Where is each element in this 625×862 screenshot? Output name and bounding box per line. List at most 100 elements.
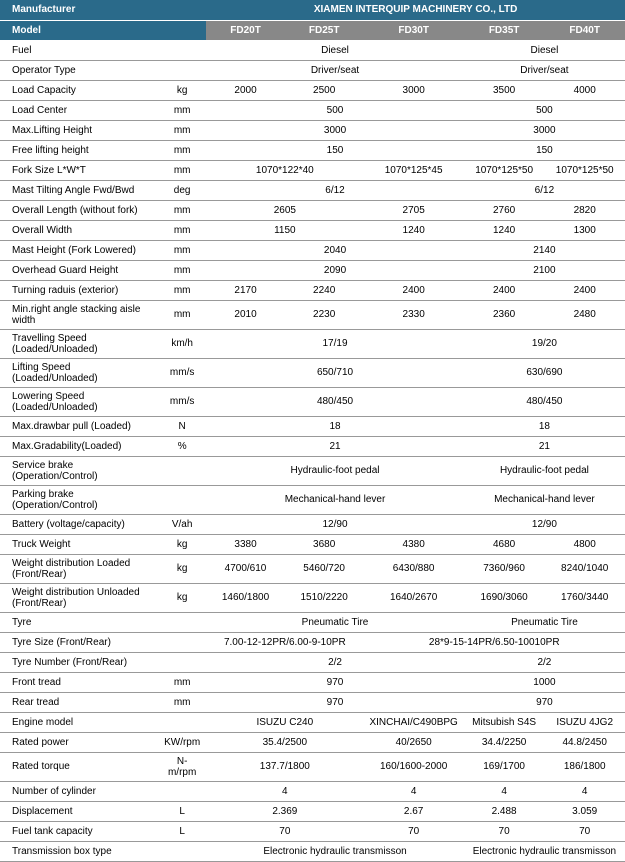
- spec-value: 630/690: [464, 358, 625, 387]
- spec-label: Mast Height (Fork Lowered): [0, 240, 158, 260]
- spec-value: 28*9-15-14PR/6.50-10010PR: [363, 632, 625, 652]
- spec-value: Pneumatic Tire: [206, 612, 464, 632]
- spec-unit: %: [158, 436, 206, 456]
- spec-value: 1690/3060: [464, 583, 545, 612]
- spec-value: 4: [206, 781, 363, 801]
- spec-value: Electronic hydraulic transmisson: [206, 841, 464, 861]
- spec-label: Travelling Speed (Loaded/Unloaded): [0, 329, 158, 358]
- spec-value: 1070*122*40: [206, 160, 363, 180]
- spec-value: 3000: [363, 80, 463, 100]
- spec-value: 2010: [206, 300, 285, 329]
- spec-unit: N: [158, 416, 206, 436]
- spec-label: Rear tread: [0, 692, 158, 712]
- manufacturer-value: XIAMEN INTERQUIP MACHINERY CO., LTD: [206, 0, 625, 20]
- spec-value: 3500: [464, 80, 545, 100]
- spec-label: Service brake (Operation/Control): [0, 456, 158, 485]
- spec-value: Mitsubish S4S: [464, 712, 545, 732]
- spec-unit: [158, 712, 206, 732]
- spec-unit: mm/s: [158, 358, 206, 387]
- spec-value: 3380: [206, 534, 285, 554]
- spec-value: 7360/960: [464, 554, 545, 583]
- spec-value: 1000: [464, 672, 625, 692]
- spec-value: 8240/1040: [544, 554, 625, 583]
- spec-value: 1640/2670: [363, 583, 463, 612]
- spec-value: 1760/3440: [544, 583, 625, 612]
- spec-value: 2330: [363, 300, 463, 329]
- spec-unit: mm: [158, 672, 206, 692]
- spec-label: Rated torque: [0, 752, 158, 781]
- spec-value: 2480: [544, 300, 625, 329]
- spec-value: 4800: [544, 534, 625, 554]
- spec-unit: L: [158, 821, 206, 841]
- spec-label: Max.drawbar pull (Loaded): [0, 416, 158, 436]
- spec-value: Mechanical-hand lever: [206, 485, 464, 514]
- spec-value: 70: [363, 821, 463, 841]
- spec-unit: [158, 841, 206, 861]
- spec-value: 160/1600-2000: [363, 752, 463, 781]
- spec-value: 970: [206, 672, 464, 692]
- spec-value: 2040: [206, 240, 464, 260]
- spec-unit: [158, 40, 206, 60]
- spec-label: Truck Weight: [0, 534, 158, 554]
- spec-value: 970: [206, 692, 464, 712]
- spec-value: 2820: [544, 200, 625, 220]
- spec-value: 70: [206, 821, 363, 841]
- spec-value: 2090: [206, 260, 464, 280]
- spec-value: 480/450: [464, 387, 625, 416]
- spec-value: 6/12: [206, 180, 464, 200]
- spec-label: Tyre Number (Front/Rear): [0, 652, 158, 672]
- spec-value: 1510/2220: [285, 583, 364, 612]
- spec-value: 19/20: [464, 329, 625, 358]
- spec-value: 1070*125*45: [363, 160, 463, 180]
- spec-value: 2.369: [206, 801, 363, 821]
- spec-label: Weight distribution Loaded (Front/Rear): [0, 554, 158, 583]
- spec-label: Free lifting height: [0, 140, 158, 160]
- spec-value: 3000: [206, 120, 464, 140]
- spec-unit: kg: [158, 80, 206, 100]
- spec-value: 169/1700: [464, 752, 545, 781]
- spec-value: 4380: [363, 534, 463, 554]
- spec-label: Lowering Speed (Loaded/Unloaded): [0, 387, 158, 416]
- spec-value: 40/2650: [363, 732, 463, 752]
- spec-value: 3000: [464, 120, 625, 140]
- spec-label: Load Center: [0, 100, 158, 120]
- spec-label: Tyre: [0, 612, 158, 632]
- spec-label: Rated power: [0, 732, 158, 752]
- spec-value: 2605: [206, 200, 363, 220]
- spec-value: 1460/1800: [206, 583, 285, 612]
- spec-label: Transmission box type: [0, 841, 158, 861]
- spec-value: 7.00-12-12PR/6.00-9-10PR: [206, 632, 363, 652]
- spec-value: 44.8/2450: [544, 732, 625, 752]
- spec-unit: mm: [158, 200, 206, 220]
- spec-value: 970: [464, 692, 625, 712]
- spec-value: 2170: [206, 280, 285, 300]
- spec-value: 2.67: [363, 801, 463, 821]
- spec-value: 2400: [544, 280, 625, 300]
- spec-label: Turning raduis (exterior): [0, 280, 158, 300]
- spec-value: 2360: [464, 300, 545, 329]
- spec-table: ManufacturerXIAMEN INTERQUIP MACHINERY C…: [0, 0, 625, 862]
- spec-unit: [158, 456, 206, 485]
- spec-unit: km/h: [158, 329, 206, 358]
- model-label: Model: [0, 20, 158, 40]
- spec-label: Number of cylinder: [0, 781, 158, 801]
- spec-value: Hydraulic-foot pedal: [206, 456, 464, 485]
- spec-value: 4: [464, 781, 545, 801]
- spec-unit: mm: [158, 240, 206, 260]
- spec-unit: mm: [158, 160, 206, 180]
- spec-value: 480/450: [206, 387, 464, 416]
- spec-unit: deg: [158, 180, 206, 200]
- spec-value: 2000: [206, 80, 285, 100]
- spec-value: 137.7/1800: [206, 752, 363, 781]
- spec-value: 1300: [544, 220, 625, 240]
- spec-label: Max.Gradability(Loaded): [0, 436, 158, 456]
- spec-label: Fork Size L*W*T: [0, 160, 158, 180]
- spec-unit: kg: [158, 583, 206, 612]
- spec-unit: N-m/rpm: [158, 752, 206, 781]
- spec-value: Diesel: [464, 40, 625, 60]
- spec-label: Fuel tank capacity: [0, 821, 158, 841]
- spec-value: 34.4/2250: [464, 732, 545, 752]
- spec-value: ISUZU 4JG2: [544, 712, 625, 732]
- spec-value: 650/710: [206, 358, 464, 387]
- spec-unit: [158, 60, 206, 80]
